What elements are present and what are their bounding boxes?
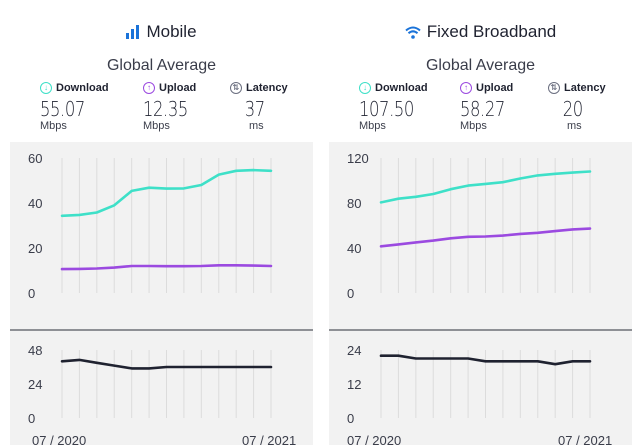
wifi-icon (405, 26, 421, 39)
upload-value: 12.35 (143, 97, 188, 121)
panel-title: Mobile (10, 22, 313, 42)
latency-value: 20 (562, 97, 583, 121)
signal-bars-icon (126, 25, 140, 39)
latency-unit: ms (249, 120, 264, 132)
x-start-label: 07 / 2020 (347, 433, 402, 445)
chart-plot: 0 24 48 (28, 343, 273, 426)
latency-metric: ⇅ Latency 37 ms (230, 82, 313, 132)
y-tick-label: 80 (347, 196, 361, 211)
y-tick-label: 24 (347, 343, 361, 358)
fixed-broadband-chart: 0 40 80 120 0 12 24 (329, 151, 632, 426)
download-icon: ↓ (40, 82, 52, 94)
panel-title-text: Fixed Broadband (426, 22, 557, 41)
latency-unit: ms (567, 120, 582, 132)
y-tick-label: 48 (28, 343, 42, 358)
mobile-chart: 0 20 40 60 0 24 48 (10, 151, 313, 426)
series-line-download (379, 170, 592, 204)
series-line-latency (60, 358, 273, 370)
download-unit: Mbps (359, 120, 386, 132)
series-line-latency (379, 354, 592, 366)
panel-header: Fixed Broadband Global Average ↓ Download… (329, 10, 632, 142)
upload-metric: ↑ Upload 12.35 Mbps (143, 82, 233, 132)
series-line-upload (60, 264, 273, 271)
panel-title-text: Mobile (146, 22, 197, 41)
y-tick-label: 0 (28, 411, 35, 426)
y-tick-label: 12 (347, 377, 361, 392)
y-tick-label: 40 (28, 196, 42, 211)
y-tick-label: 120 (347, 151, 369, 166)
series-line-download (60, 168, 273, 218)
panel-header: Mobile Global Average ↓ Download 55.07 Mb… (10, 10, 313, 142)
y-tick-label: 24 (28, 377, 42, 392)
mobile-panel: Mobile Global Average ↓ Download 55.07 Mb… (10, 10, 313, 445)
upload-metric: ↑ Upload 58.27 Mbps (460, 82, 550, 132)
panel-subtitle: Global Average (425, 57, 536, 74)
chart-plot: 0 12 24 (347, 343, 592, 426)
panel-subtitle: Global Average (106, 57, 217, 74)
upload-icon: ↑ (143, 82, 155, 94)
download-metric: ↓ Download 55.07 Mbps (40, 82, 130, 132)
upload-icon: ↑ (460, 82, 472, 94)
latency-label: Latency (246, 82, 288, 94)
y-tick-label: 0 (347, 411, 354, 426)
panel-title: Fixed Broadband (329, 22, 632, 42)
download-label: Download (375, 82, 428, 94)
upload-label: Upload (159, 82, 197, 94)
download-metric: ↓ Download 107.50 Mbps (359, 82, 449, 132)
y-tick-label: 60 (28, 151, 42, 166)
upload-unit: Mbps (460, 120, 487, 132)
latency-value: 37 (244, 97, 265, 121)
latency-icon: ⇅ (230, 82, 242, 94)
x-end-label: 07 / 2021 (242, 433, 297, 445)
y-tick-label: 0 (347, 286, 354, 301)
chart-plot: 0 20 40 60 (28, 151, 273, 301)
download-unit: Mbps (40, 120, 67, 132)
download-icon: ↓ (359, 82, 371, 94)
upload-label: Upload (476, 82, 514, 94)
x-start-label: 07 / 2020 (32, 433, 87, 445)
x-end-label: 07 / 2021 (558, 433, 613, 445)
upload-unit: Mbps (143, 120, 170, 132)
y-tick-label: 40 (347, 241, 361, 256)
download-label: Download (56, 82, 109, 94)
y-tick-label: 0 (28, 286, 35, 301)
upload-value: 58.27 (460, 97, 505, 121)
fixed-broadband-panel: Fixed Broadband Global Average ↓ Download… (329, 10, 632, 445)
latency-metric: ⇅ Latency 20 ms (548, 82, 632, 132)
y-tick-label: 20 (28, 241, 42, 256)
latency-icon: ⇅ (548, 82, 560, 94)
chart-plot: 0 40 80 120 (347, 151, 592, 301)
download-value: 107.50 (359, 97, 414, 121)
series-line-upload (379, 227, 592, 248)
download-value: 55.07 (40, 97, 85, 121)
latency-label: Latency (564, 82, 606, 94)
